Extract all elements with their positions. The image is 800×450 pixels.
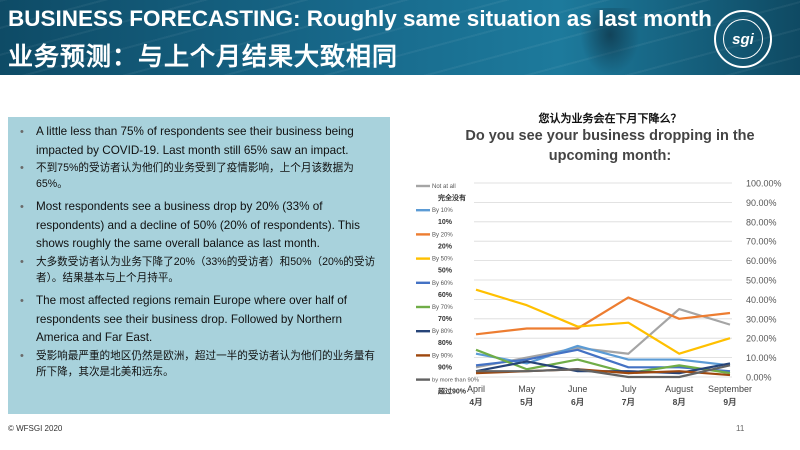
copyright-footer: © WFSGI 2020 bbox=[8, 424, 63, 433]
x-tick-label: September bbox=[708, 384, 752, 394]
y-tick-label: 100.00% bbox=[746, 179, 782, 189]
legend-label-zh: 完全没有 bbox=[438, 193, 466, 202]
y-tick-label: 20.00% bbox=[746, 334, 777, 344]
legend-label: By 90% bbox=[432, 353, 453, 359]
y-tick-label: 80.00% bbox=[746, 217, 777, 227]
legend-label: By 10% bbox=[432, 208, 453, 214]
chart-title: Do you see your business dropping in the… bbox=[465, 128, 755, 164]
page-title-zh: 业务预测：与上个月结果大致相同 bbox=[8, 43, 399, 71]
series-line bbox=[475, 348, 731, 375]
x-tick-label: August bbox=[665, 384, 694, 394]
x-tick-label: April bbox=[467, 384, 485, 394]
x-tick-label-zh: 8月 bbox=[673, 397, 686, 407]
x-tick-label-zh: 9月 bbox=[723, 397, 736, 407]
y-tick-label: 40.00% bbox=[746, 295, 777, 305]
x-tick-label: July bbox=[620, 384, 637, 394]
legend-label: Not at all bbox=[432, 184, 456, 190]
bullet-item: The most affected regions remain Europe … bbox=[18, 292, 382, 348]
legend-label-zh: 80% bbox=[438, 340, 453, 347]
legend-label: By 20% bbox=[432, 232, 453, 238]
x-tick-label: June bbox=[568, 384, 588, 394]
series-line bbox=[476, 364, 731, 379]
x-tick-label-zh: 4月 bbox=[469, 397, 482, 407]
legend-label-zh: 20% bbox=[438, 243, 453, 250]
legend-label: by more than 90% bbox=[432, 378, 479, 384]
legend-label-zh: 90% bbox=[438, 364, 453, 371]
chart-title-zh: 您认为业务会在下月下降么？ bbox=[538, 113, 682, 125]
bullet-item: A little less than 75% of respondents se… bbox=[18, 123, 382, 160]
y-tick-label: 90.00% bbox=[746, 198, 777, 208]
legend-label-zh: 70% bbox=[438, 316, 453, 323]
bullet-item: Most respondents see a business drop by … bbox=[18, 198, 382, 254]
legend-label: By 60% bbox=[432, 281, 453, 287]
y-tick-label: 0.00% bbox=[746, 373, 772, 383]
legend-label: By 70% bbox=[432, 305, 453, 311]
series-line bbox=[475, 344, 731, 367]
wfsgi-globe-logo-icon: sgi bbox=[714, 10, 772, 68]
y-tick-label: 60.00% bbox=[746, 256, 777, 266]
legend-label-zh: 50% bbox=[438, 268, 453, 275]
series-line bbox=[475, 308, 731, 369]
y-tick-label: 10.00% bbox=[746, 353, 777, 363]
y-tick-label: 50.00% bbox=[746, 276, 777, 286]
legend-label-zh: 10% bbox=[438, 219, 453, 226]
series-line bbox=[475, 288, 731, 355]
y-tick-label: 30.00% bbox=[746, 314, 777, 324]
x-tick-label-zh: 7月 bbox=[622, 397, 635, 407]
legend-label: By 50% bbox=[432, 257, 453, 263]
legend-label-zh: 60% bbox=[438, 292, 453, 299]
bullet-item: 受影响最严重的地区仍然是欧洲，超过一半的受访者认为他们的业务量有所下降，其次是北… bbox=[18, 348, 382, 380]
page-title-en: BUSINESS FORECASTING: Roughly same situa… bbox=[8, 6, 712, 31]
x-tick-label-zh: 6月 bbox=[571, 397, 584, 407]
logo-text: sgi bbox=[723, 19, 763, 59]
header-banner: BUSINESS FORECASTING: Roughly same situa… bbox=[0, 0, 800, 75]
x-tick-label-zh: 5月 bbox=[520, 397, 533, 407]
bullet-item: 大多数受访者认为业务下降了20%（33%的受访者）和50%（20%的受访者）。结… bbox=[18, 254, 382, 286]
summary-panel: A little less than 75% of respondents se… bbox=[8, 117, 390, 414]
legend-label-zh: 超过90% bbox=[438, 387, 467, 396]
y-tick-label: 70.00% bbox=[746, 237, 777, 247]
x-tick-label: May bbox=[518, 384, 536, 394]
legend-label: By 80% bbox=[432, 329, 453, 335]
runner-silhouette bbox=[580, 8, 640, 75]
series-line bbox=[475, 296, 731, 336]
banner-background bbox=[0, 0, 800, 75]
bullet-list: A little less than 75% of respondents se… bbox=[8, 117, 390, 380]
bullet-item: 不到75%的受访者认为他们的业务受到了疫情影响，上个月该数据为65%。 bbox=[18, 160, 382, 192]
page-number: 11 bbox=[736, 424, 745, 433]
series-line bbox=[475, 348, 731, 373]
